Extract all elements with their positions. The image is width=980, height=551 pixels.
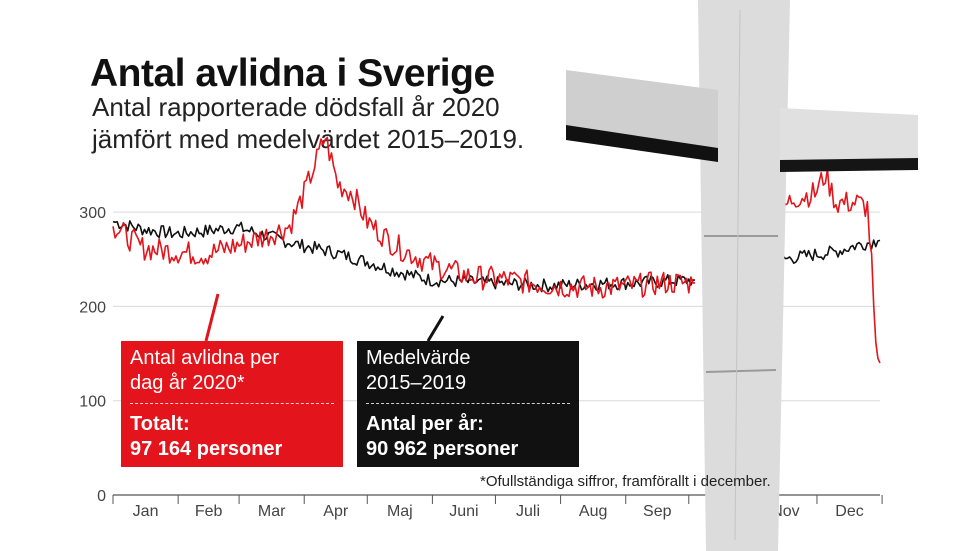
cross-photo [566,0,918,551]
x-tick-label: Apr [323,503,349,520]
legend-average: Medelvärde 2015–2019 Antal per år: 90 96… [357,341,579,467]
x-tick-label: Sep [643,503,672,520]
x-tick-label: Aug [579,503,607,520]
legend-average-divider [366,403,570,404]
legend-2020-line2: dag år 2020* [130,372,245,394]
x-tick-label: Feb [195,503,223,520]
x-tick-label: Juni [449,503,478,520]
y-tick-label: 300 [79,205,106,222]
subtitle-line-1: Antal rapporterade dödsfall år 2020 [92,92,500,122]
footnote: *Ofullständiga siffror, framförallt i de… [480,473,771,490]
x-tick-label: Mar [258,503,286,520]
legend-2020-total-value: 97 164 personer [130,438,283,460]
legend-2020: Antal avlidna per dag år 2020* Totalt: 9… [121,341,343,467]
legend-pointers [204,293,445,342]
series-2020-line-part-1 [112,136,696,299]
subtitle-line-2: jämfört med medelvärdet 2015–2019. [92,124,525,154]
y-tick-label: 200 [79,299,106,316]
x-tick-label: Dec [835,503,863,520]
legend-2020-total-label: Totalt: [130,413,190,435]
y-axis: 0 100 200 300 [79,205,106,505]
y-tick-label: 100 [79,394,106,411]
x-tick-label: Maj [387,503,413,520]
legend-average-line2: 2015–2019 [366,372,467,394]
legend-average-line1: Medelvärde [366,347,471,369]
legend-2020-pointer [204,293,220,342]
legend-2020-divider [130,403,334,404]
page-title: Antal avlidna i Sverige [90,52,495,95]
legend-average-total-value: 90 962 personer [366,438,519,460]
y-tick-label: 0 [97,488,106,505]
x-tick-label: Jan [133,503,159,520]
series-average-line-part-1 [112,220,696,293]
legend-average-pointer [426,315,445,342]
x-tick-label: Juli [516,503,540,520]
legend-2020-line1: Antal avlidna per [130,347,279,369]
legend-average-total-label: Antal per år: [366,413,484,435]
